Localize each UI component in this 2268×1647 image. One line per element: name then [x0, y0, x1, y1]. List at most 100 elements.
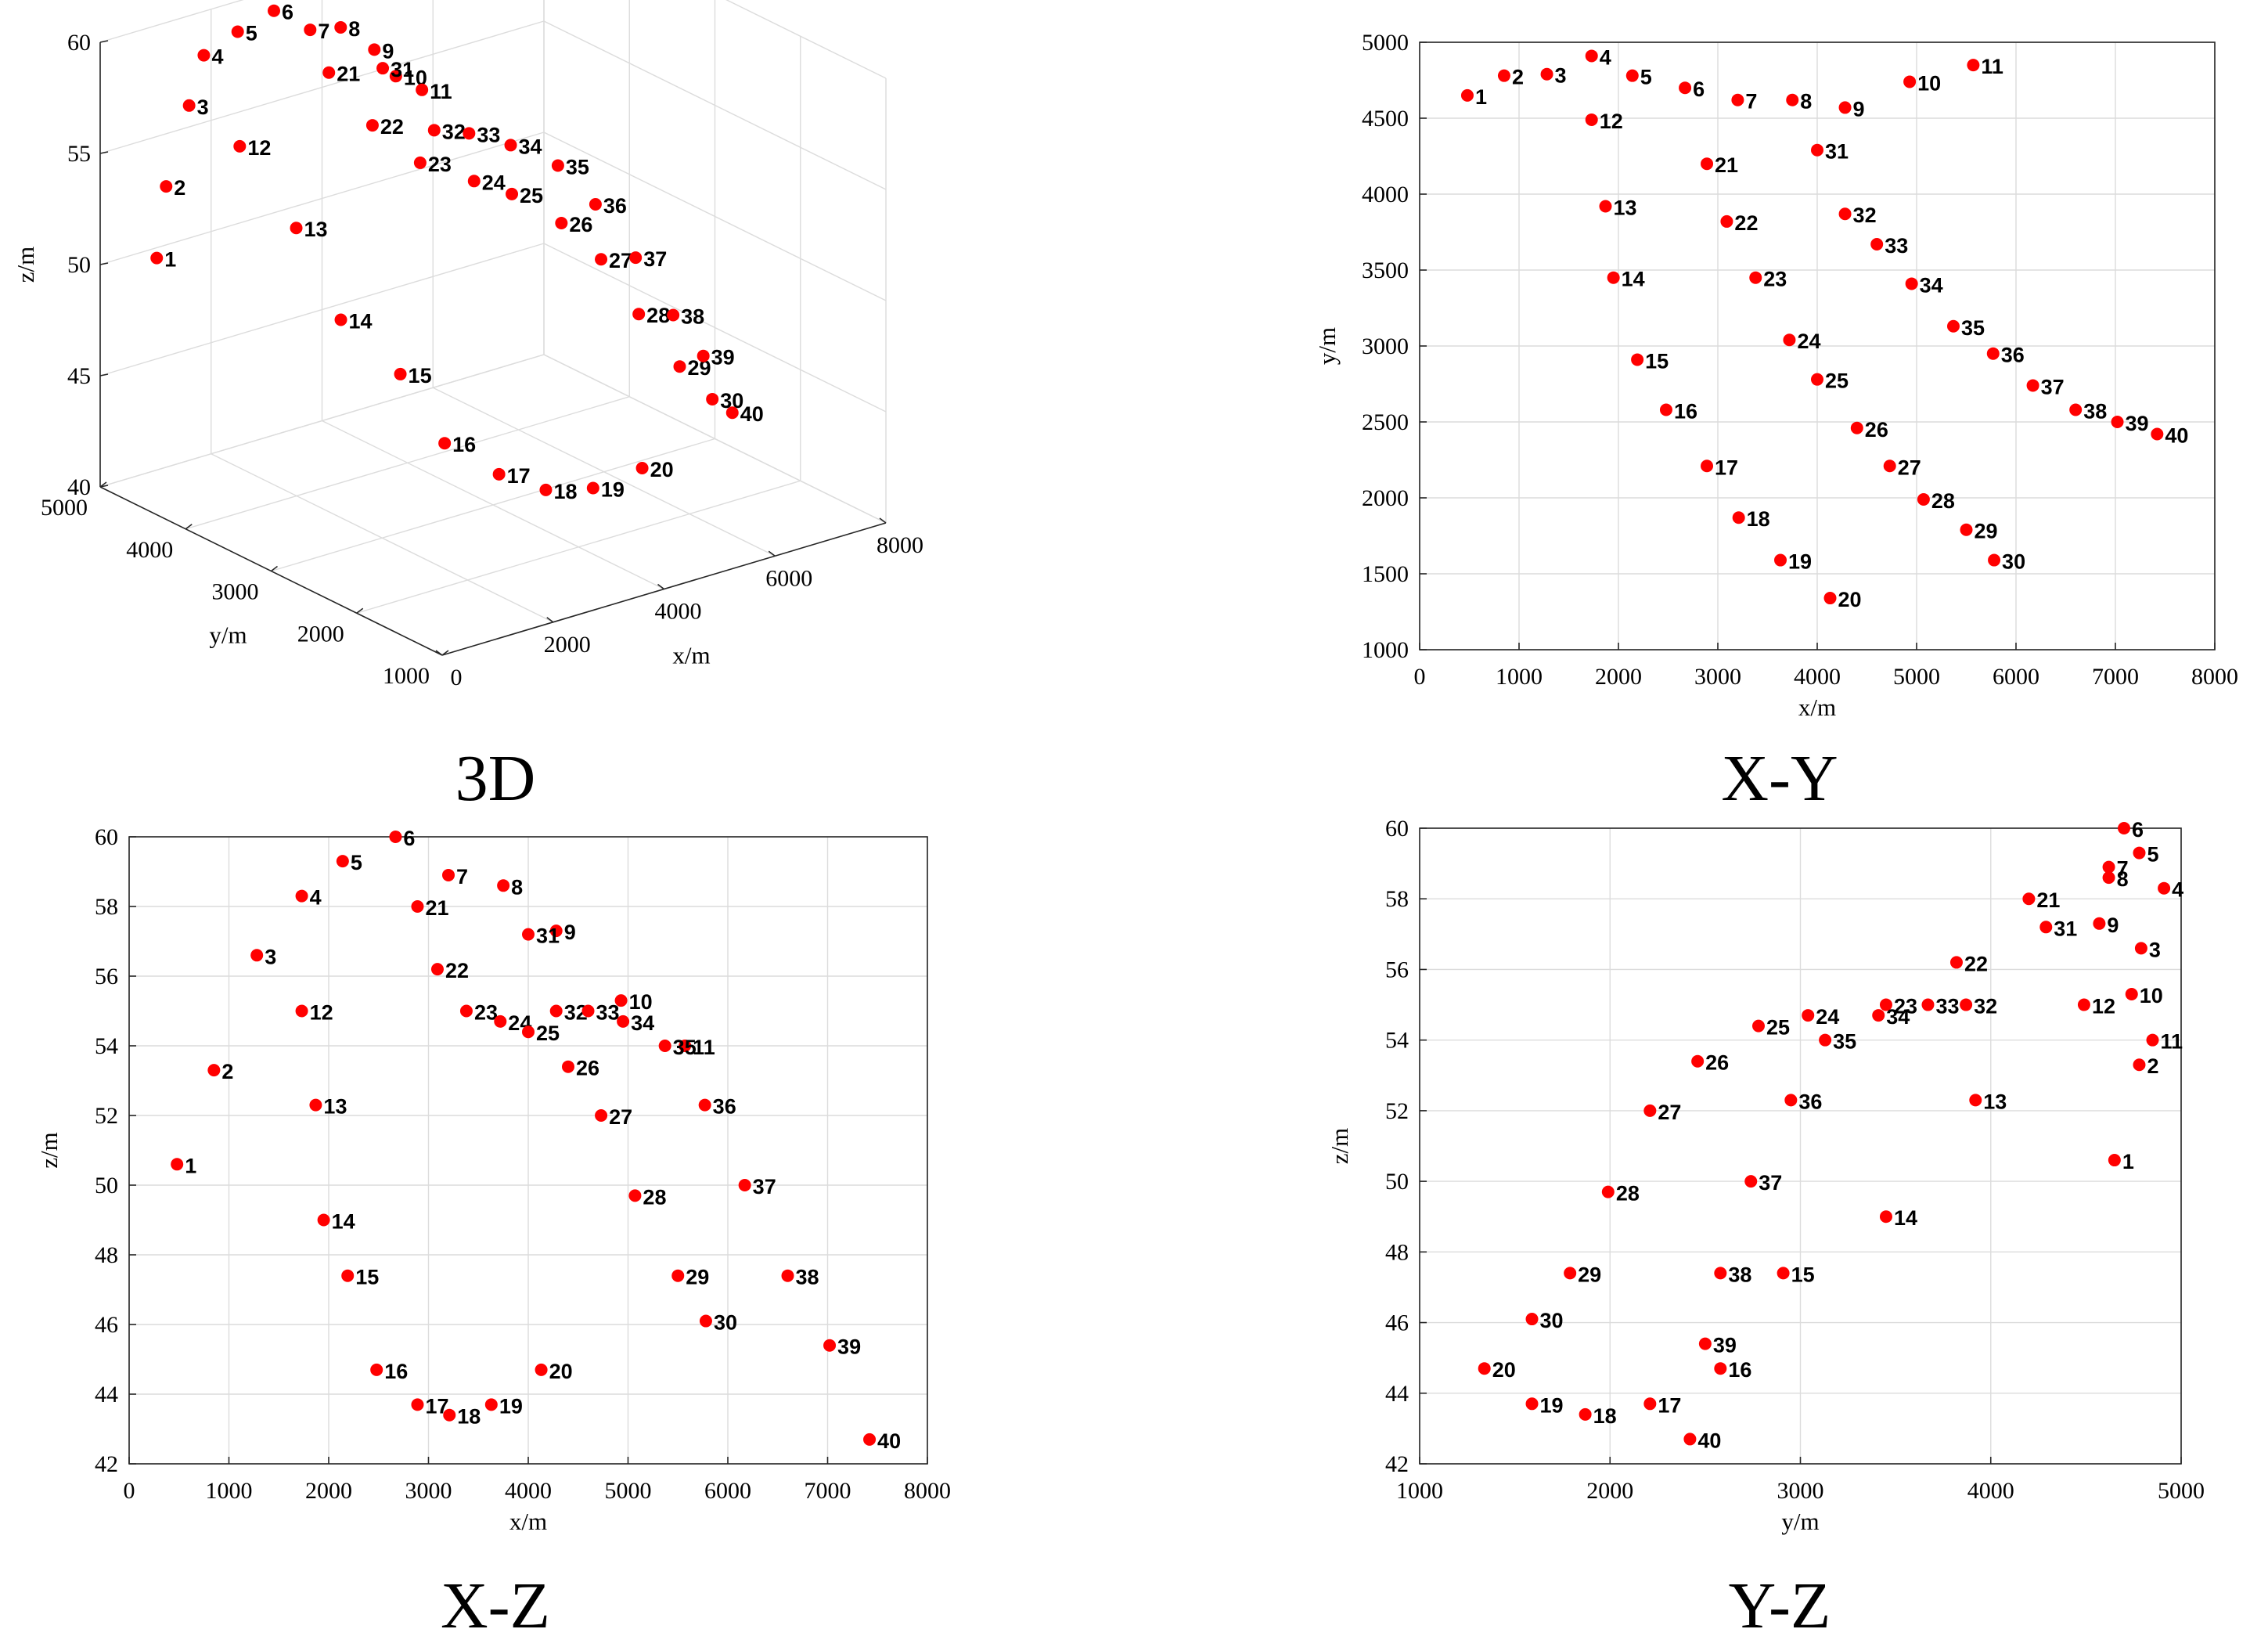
- data-point-label: 37: [1759, 1171, 1782, 1195]
- data-point: [698, 1098, 711, 1112]
- y-tick-label: 42: [1385, 1451, 1409, 1477]
- x-axis-label: x/m: [672, 642, 710, 669]
- y-tick-label: 1500: [1362, 561, 1409, 587]
- data-point: [535, 1363, 548, 1376]
- y-tick-label: 58: [1385, 886, 1409, 912]
- y-tick-label: 2000: [1362, 485, 1409, 511]
- data-point-label: 30: [714, 1311, 737, 1335]
- data-point: [416, 83, 429, 96]
- data-point-label: 6: [282, 1, 293, 24]
- z-tick-mark: [99, 373, 109, 377]
- data-point: [679, 1040, 692, 1052]
- data-point: [629, 251, 643, 265]
- data-point: [442, 868, 455, 881]
- x-tick-label: 8000: [2191, 664, 2238, 690]
- data-point: [2026, 379, 2039, 392]
- y-tick-label: 1000: [383, 663, 430, 689]
- data-point: [413, 156, 427, 169]
- data-point-label: 14: [1894, 1206, 1917, 1230]
- data-point: [1585, 49, 1598, 63]
- data-point: [628, 1189, 642, 1202]
- data-point: [1784, 1094, 1798, 1107]
- data-point: [1870, 238, 1884, 251]
- data-point: [699, 1314, 712, 1328]
- x-tick-label: 4000: [655, 599, 702, 625]
- data-point: [430, 963, 444, 976]
- x-axis-label: y/m: [1781, 1508, 1819, 1535]
- data-point: [463, 127, 476, 140]
- data-point: [1478, 1362, 1491, 1375]
- data-point-label: 39: [2126, 412, 2149, 435]
- data-point-label: 5: [246, 21, 257, 45]
- data-point-label: 3: [1555, 64, 1567, 88]
- data-point: [304, 23, 317, 37]
- data-point: [2108, 1154, 2121, 1167]
- data-point-label: 17: [507, 464, 531, 488]
- wall2-grid-z: [99, 243, 545, 377]
- data-point-label: 4: [211, 45, 223, 69]
- data-point-label: 32: [1853, 204, 1877, 227]
- data-point-label: 11: [2161, 1030, 2183, 1054]
- data-point: [233, 139, 247, 153]
- x-tick-label: 3000: [1777, 1478, 1824, 1504]
- y-tick-label: 46: [1385, 1310, 1409, 1336]
- data-point: [1905, 277, 1918, 290]
- data-point: [506, 187, 519, 200]
- data-point-label: 38: [1728, 1263, 1751, 1286]
- data-point-label: 22: [380, 115, 404, 139]
- data-point: [1838, 207, 1852, 221]
- data-point: [1850, 421, 1863, 434]
- data-point-label: 19: [1788, 550, 1812, 574]
- data-point-label: 32: [1974, 995, 1997, 1018]
- data-point-label: 14: [349, 310, 373, 333]
- data-point-label: 15: [1791, 1263, 1815, 1286]
- data-point-label: 20: [1838, 588, 1862, 611]
- data-point: [1988, 553, 2001, 567]
- x-tick-label: 2000: [1586, 1478, 1633, 1504]
- data-point: [504, 139, 517, 152]
- data-point: [1564, 1267, 1577, 1280]
- data-point: [635, 461, 649, 474]
- data-point: [2151, 427, 2164, 441]
- data-point-label: 1: [164, 248, 176, 272]
- data-point: [1777, 1267, 1790, 1280]
- data-point-label: 24: [1816, 1005, 1839, 1029]
- data-point-label: 5: [2147, 843, 2158, 867]
- data-point: [1525, 1397, 1539, 1411]
- data-point: [411, 900, 424, 913]
- wall-grid-z: [543, 354, 887, 524]
- data-point: [697, 349, 710, 362]
- data-point-label: 7: [2117, 857, 2129, 881]
- data-point-label: 22: [445, 959, 469, 982]
- data-point: [1838, 101, 1852, 114]
- data-point-label: 33: [596, 1001, 620, 1025]
- y-tick-label: 60: [1385, 816, 1409, 842]
- x-tick-label: 1000: [1396, 1478, 1443, 1504]
- data-point: [365, 119, 379, 132]
- data-point-label: 37: [643, 247, 667, 271]
- x-tick-label: 5000: [1893, 664, 1940, 690]
- data-point-label: 5: [351, 851, 362, 874]
- data-point-label: 26: [569, 213, 592, 236]
- wall-grid-z: [543, 243, 887, 413]
- data-point: [197, 49, 211, 62]
- data-point: [1714, 1267, 1727, 1280]
- wall2-grid-z: [99, 20, 545, 154]
- z-tick-mark: [99, 40, 109, 43]
- data-point-label: 2: [221, 1060, 233, 1083]
- data-point-label: 28: [643, 1185, 666, 1209]
- data-point: [295, 889, 308, 903]
- data-point: [1698, 1337, 1712, 1350]
- data-point-label: 12: [310, 1001, 333, 1025]
- z-tick-mark: [99, 262, 109, 265]
- data-point-label: 8: [511, 875, 523, 899]
- data-point-label: 18: [1593, 1404, 1617, 1428]
- data-point-label: 1: [185, 1154, 196, 1177]
- data-point-label: 20: [650, 458, 674, 481]
- data-point: [1921, 998, 1935, 1011]
- data-point-label: 7: [456, 865, 468, 888]
- data-point: [1691, 1054, 1705, 1068]
- data-point: [1783, 333, 1796, 347]
- data-point-label: 36: [1798, 1090, 1822, 1113]
- y-tick-label: 44: [1385, 1381, 1409, 1407]
